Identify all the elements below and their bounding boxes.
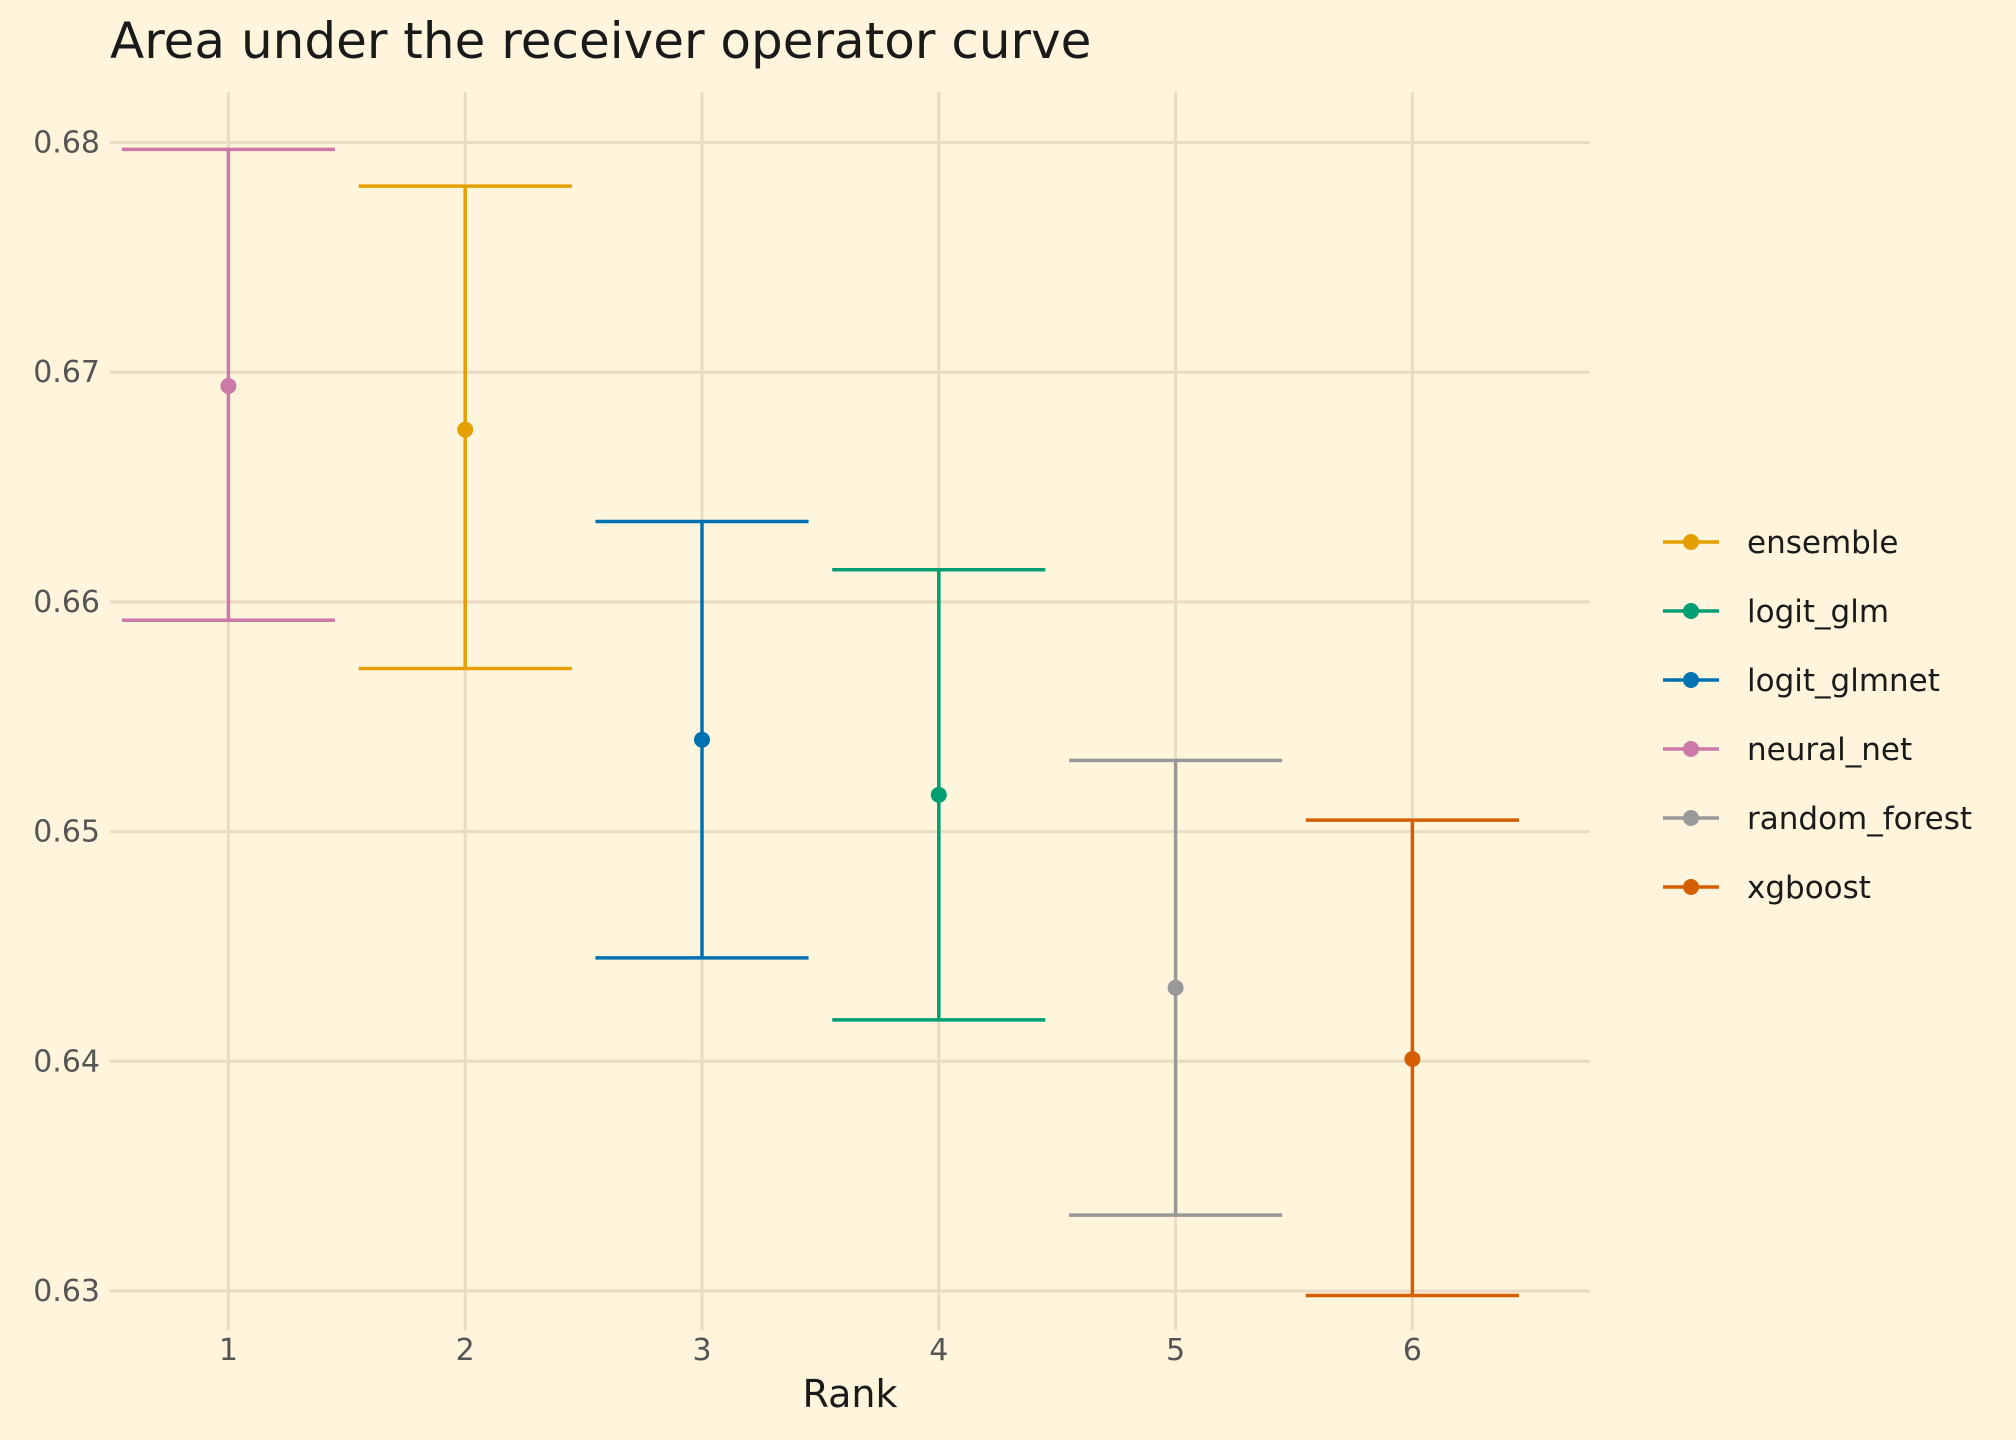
- data-point: [930, 786, 947, 803]
- y-tick-label: 0.68: [33, 126, 100, 161]
- legend-item-logit-glmnet: logit_glmnet: [1663, 663, 1940, 699]
- legend: ensemble logit_glm logit_glmnet neural_netr…: [1663, 525, 1972, 906]
- legend-item-xgboost: xgboost: [1663, 870, 1871, 906]
- x-tick-label: 1: [219, 1333, 238, 1368]
- series-random-forest: [1069, 758, 1283, 1217]
- series-xgboost: [1305, 818, 1519, 1298]
- x-tick-label: 6: [1403, 1333, 1422, 1368]
- legend-key-point: [1683, 672, 1699, 688]
- chart-title: Area under the receiver operator curve: [110, 12, 1091, 70]
- series-logit-glm: [832, 567, 1046, 1022]
- y-tick-label: 0.65: [33, 815, 100, 850]
- legend-key-point: [1683, 534, 1699, 550]
- data-point: [1404, 1050, 1421, 1067]
- y-tick-label: 0.63: [33, 1274, 100, 1309]
- y-tick-label: 0.67: [33, 355, 100, 390]
- data-point: [694, 731, 710, 748]
- series-neural-net: [121, 147, 335, 623]
- y-axis-ticks: 0.63 0.64 0.65 0.66 0.67 0.68: [33, 126, 100, 1309]
- x-axis-ticks: 1 2 3 4 5 6: [219, 1333, 1422, 1368]
- series-logit-glmnet: [595, 519, 809, 960]
- legend-label: xgboost: [1747, 870, 1871, 906]
- data-point: [1167, 979, 1184, 996]
- y-tick-label: 0.64: [33, 1044, 100, 1079]
- series-ensemble: [358, 184, 572, 671]
- legend-label: neural_net: [1747, 732, 1912, 768]
- legend-label: ensemble: [1747, 525, 1899, 561]
- legend-label: logit_glmnet: [1747, 663, 1940, 699]
- legend-key-point: [1683, 810, 1699, 826]
- legend-item-neural-net: neural_net: [1663, 732, 1912, 768]
- x-tick-label: 2: [456, 1333, 475, 1368]
- x-tick-label: 4: [929, 1333, 948, 1368]
- legend-key-point: [1683, 741, 1699, 757]
- legend-item-random-forest: random_forest: [1663, 801, 1972, 837]
- x-tick-label: 3: [692, 1333, 711, 1368]
- x-tick-label: 5: [1166, 1333, 1185, 1368]
- legend-label: logit_glm: [1747, 594, 1889, 630]
- legend-key-point: [1683, 879, 1699, 895]
- series-layer: [121, 147, 1519, 1298]
- data-point: [220, 377, 237, 394]
- legend-label: random_forest: [1747, 801, 1972, 837]
- data-point: [457, 421, 474, 438]
- y-tick-label: 0.66: [33, 585, 100, 620]
- legend-item-ensemble: ensemble: [1663, 525, 1899, 561]
- x-axis-label: Rank: [803, 1372, 898, 1416]
- legend-key-point: [1683, 603, 1699, 619]
- legend-item-logit-glm: logit_glm: [1663, 594, 1889, 630]
